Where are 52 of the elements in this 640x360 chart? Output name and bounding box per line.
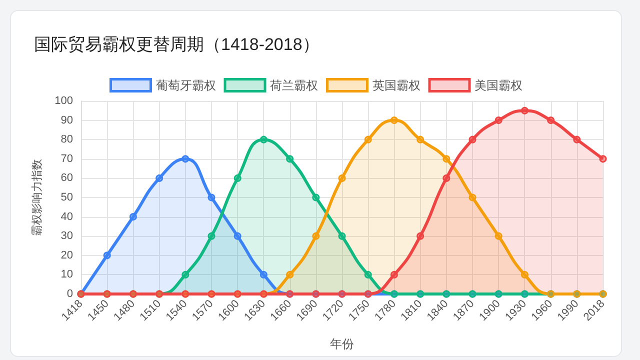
point — [468, 194, 476, 202]
point — [182, 270, 190, 278]
point — [547, 116, 555, 124]
point — [573, 136, 581, 144]
point — [182, 155, 190, 163]
point — [286, 155, 294, 163]
point — [364, 136, 372, 144]
point — [442, 155, 450, 163]
y-tick-label: 40 — [60, 210, 73, 223]
legend-label: 荷兰霸权 — [270, 78, 318, 92]
point — [234, 174, 242, 182]
point — [442, 174, 450, 182]
legend-label: 英国霸权 — [372, 78, 420, 92]
point — [260, 270, 268, 278]
point — [286, 270, 294, 278]
point — [260, 136, 268, 144]
y-tick-label: 50 — [60, 192, 73, 204]
point — [520, 270, 528, 278]
point — [312, 194, 320, 202]
point — [494, 116, 502, 124]
y-axis-title: 霸权影响力指数 — [30, 159, 44, 236]
point — [520, 106, 528, 114]
point — [338, 174, 346, 182]
y-tick-label: 100 — [54, 95, 73, 107]
legend-label: 美国霸权 — [474, 78, 522, 92]
chart-title: 国际贸易霸权更替周期（1418-2018） — [34, 35, 320, 54]
y-tick-label: 20 — [60, 249, 73, 262]
point — [390, 270, 398, 278]
point — [129, 213, 137, 221]
point — [103, 252, 111, 260]
y-tick-label: 90 — [60, 114, 73, 126]
point — [208, 194, 216, 202]
point — [416, 232, 424, 240]
point — [390, 116, 398, 124]
point — [312, 232, 320, 240]
point — [156, 174, 164, 182]
y-tick-label: 0 — [66, 288, 73, 300]
point — [208, 232, 216, 240]
x-axis-title: 年份 — [330, 337, 354, 351]
point — [338, 232, 346, 240]
point — [468, 136, 476, 144]
legend-label: 葡萄牙霸权 — [156, 78, 216, 92]
point — [494, 232, 502, 240]
point — [364, 270, 372, 278]
y-tick-label: 60 — [60, 172, 73, 184]
point — [599, 155, 607, 163]
point — [234, 232, 242, 240]
point — [416, 136, 424, 144]
y-tick-label: 10 — [60, 268, 73, 281]
y-tick-label: 80 — [60, 134, 73, 146]
y-tick-label: 30 — [60, 230, 73, 242]
y-tick-label: 70 — [60, 152, 73, 165]
